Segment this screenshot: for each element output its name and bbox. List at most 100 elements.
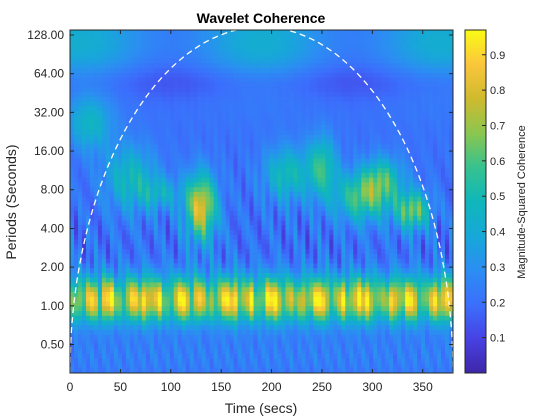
heatmap-cell [277, 34, 283, 41]
heatmap-cell [93, 201, 99, 207]
heatmap-cell [329, 39, 334, 45]
heatmap-cell [181, 63, 187, 69]
heatmap-cell [133, 87, 139, 93]
heatmap-cell [225, 249, 231, 255]
heatmap-cell [281, 110, 287, 117]
heatmap-cell [353, 53, 358, 60]
heatmap-cell [81, 39, 87, 45]
heatmap-cell [353, 158, 358, 164]
heatmap-cell [169, 34, 175, 41]
heatmap-cell [381, 58, 386, 64]
heatmap-cell [161, 239, 167, 245]
heatmap-cell [313, 144, 318, 150]
heatmap-cell [181, 182, 187, 188]
heatmap-cell [141, 263, 147, 269]
heatmap-cell [269, 244, 275, 250]
heatmap-cell [409, 101, 414, 107]
heatmap-cell [237, 68, 243, 74]
heatmap-cell [341, 53, 346, 60]
heatmap-cell [181, 249, 187, 255]
heatmap-cell [185, 110, 191, 117]
heatmap-cell [185, 115, 191, 122]
heatmap-cell [265, 206, 271, 212]
heatmap-cell [265, 63, 271, 69]
heatmap-cell [321, 168, 326, 174]
heatmap-cell [313, 163, 318, 169]
heatmap-cell [397, 211, 402, 217]
heatmap-cell [81, 177, 87, 184]
heatmap-cell [177, 68, 183, 74]
heatmap-cell [369, 115, 374, 122]
heatmap-cell [277, 72, 283, 79]
heatmap-cell [177, 53, 183, 60]
heatmap-cell [341, 82, 346, 88]
heatmap-cell [213, 234, 219, 241]
heatmap-cell [197, 196, 203, 203]
heatmap-cell [353, 206, 358, 212]
heatmap-cell [81, 182, 87, 188]
heatmap-cell [89, 39, 95, 45]
heatmap-cell [125, 206, 131, 212]
heatmap-cell [205, 58, 211, 64]
heatmap-cell [285, 244, 291, 250]
heatmap-cell [361, 268, 366, 274]
heatmap-cell [121, 230, 127, 236]
heatmap-cell [233, 110, 239, 117]
heatmap-cell [153, 239, 159, 245]
heatmap-cell [445, 220, 450, 226]
heatmap-cell [357, 120, 362, 126]
heatmap-cell [241, 272, 247, 279]
heatmap-cell [369, 272, 374, 279]
heatmap-cell [81, 106, 87, 112]
heatmap-cell [405, 249, 410, 255]
heatmap-cell [149, 39, 155, 45]
heatmap-cell [197, 225, 203, 231]
heatmap-cell [301, 130, 306, 136]
heatmap-cell [149, 201, 155, 207]
heatmap-cell [221, 249, 227, 255]
heatmap-cell [269, 115, 275, 122]
heatmap-cell [265, 125, 271, 131]
heatmap-cell [301, 215, 306, 222]
heatmap-cell [70, 168, 75, 174]
heatmap-cell [229, 34, 235, 41]
heatmap-cell [185, 215, 191, 222]
heatmap-cell [361, 158, 366, 164]
heatmap-cell [189, 139, 195, 145]
heatmap-cell [345, 244, 350, 250]
heatmap-cell [241, 72, 247, 79]
heatmap-cell [181, 125, 187, 131]
heatmap-cell [429, 115, 434, 122]
heatmap-cell [373, 144, 378, 150]
heatmap-cell [73, 120, 79, 126]
heatmap-cell [281, 82, 287, 88]
heatmap-cell [365, 268, 370, 274]
heatmap-cell [77, 96, 83, 103]
heatmap-cell [389, 220, 394, 226]
heatmap-cell [253, 258, 259, 265]
heatmap-cell [241, 34, 247, 41]
heatmap-cell [397, 263, 402, 269]
heatmap-cell [445, 82, 450, 88]
heatmap-cell [357, 30, 362, 36]
heatmap-cell [213, 244, 219, 250]
heatmap-cell [149, 163, 155, 169]
heatmap-cell [357, 58, 362, 64]
heatmap-cell [89, 206, 95, 212]
heatmap-cell [229, 68, 235, 74]
heatmap-cell [145, 115, 151, 122]
heatmap-cell [217, 230, 223, 236]
heatmap-cell [321, 53, 326, 60]
heatmap-cell [177, 130, 183, 136]
heatmap-cell [221, 144, 227, 150]
heatmap-cell [70, 77, 75, 83]
heatmap-cell [237, 230, 243, 236]
heatmap-cell [169, 177, 175, 184]
heatmap-cell [153, 120, 159, 126]
heatmap-cell [85, 82, 91, 88]
heatmap-cell [225, 49, 231, 55]
heatmap-cell [369, 187, 374, 193]
heatmap-cell [229, 125, 235, 131]
heatmap-cell [361, 58, 366, 64]
heatmap-cell [437, 206, 442, 212]
